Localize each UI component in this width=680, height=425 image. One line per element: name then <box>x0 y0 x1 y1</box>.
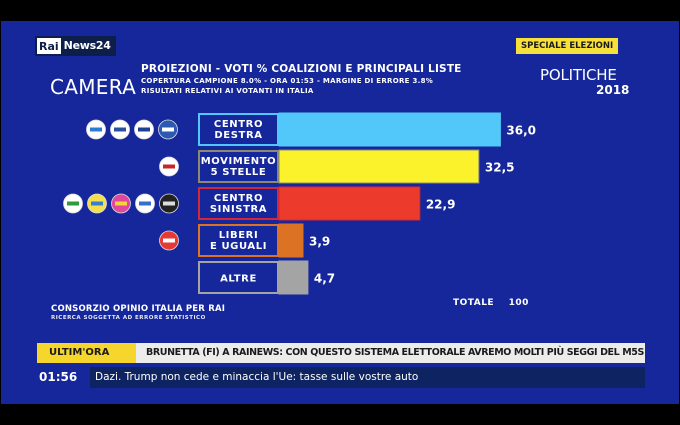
special-elections-badge: SPECIALE ELEZIONI <box>516 38 619 54</box>
disclaimer-label: RICERCA SOGGETTA AD ERRORE STATISTICO <box>51 315 206 321</box>
bar-movimento-5-stelle <box>278 149 480 184</box>
breaking-news-ticker: ULTIM'ORA BRUNETTA (FI) A RAINEWS: CON Q… <box>37 343 645 363</box>
fratelli-italia-logo-mark <box>138 127 150 132</box>
category-label: 5 STELLE <box>211 167 267 178</box>
leu-logo-mark <box>163 238 175 243</box>
category-label: LIBERI <box>219 230 259 241</box>
source-label: CONSORZIO OPINIO ITALIA PER RAI <box>51 304 226 314</box>
bar-centro-sinistra <box>278 186 421 221</box>
breaking-news-tag: ULTIM'ORA <box>37 343 136 363</box>
sample-coverage: COPERTURA CAMPIONE 8.0% - ORA 01:53 - MA… <box>141 77 434 85</box>
piu-europa-logo-mark <box>115 201 127 206</box>
category-label-box <box>198 113 279 146</box>
logo-news24: News24 <box>63 39 111 52</box>
rainews24-logo: Rai News24 <box>35 36 116 56</box>
category-label: E UGUALI <box>210 241 267 252</box>
logo-rai: Rai <box>37 38 61 54</box>
news-crawl-text: Dazi. Trump non cede e minaccia l'Ue: ta… <box>90 367 645 388</box>
election-year: 2018 <box>596 83 630 97</box>
category-label: CENTRO <box>214 193 263 204</box>
category-label-box <box>198 187 279 220</box>
value-label: 4,7 <box>314 272 335 286</box>
pd-logo-mark <box>67 201 79 206</box>
chamber-title: CAMERA <box>50 75 137 99</box>
bar-liberi-e-uguali <box>278 223 304 258</box>
total-label: TOTALE <box>453 298 495 308</box>
category-label: MOVIMENTO <box>201 156 277 167</box>
noi-con-italia-logo-mark <box>114 127 126 132</box>
chart-title: PROIEZIONI - VOTI % COALIZIONI E PRINCIP… <box>141 63 462 75</box>
category-label-box <box>198 150 279 183</box>
bar-altre <box>278 260 309 295</box>
m5s-logo-mark <box>163 164 175 169</box>
bar-centro-destra <box>278 112 501 147</box>
value-label: 32,5 <box>485 161 515 175</box>
category-label: CENTRO <box>214 119 263 130</box>
category-label: SINISTRA <box>210 204 267 215</box>
value-label: 36,0 <box>506 124 536 138</box>
breaking-news-text: BRUNETTA (FI) A RAINEWS: CON QUESTO SIST… <box>136 343 645 363</box>
category-label-box <box>198 261 279 294</box>
forza-italia-logo-mark <box>90 127 102 132</box>
lega-logo-mark <box>162 127 174 132</box>
civica-popolare-logo-mark <box>91 201 103 206</box>
results-note: RISULTATI RELATIVI AI VOTANTI IN ITALIA <box>141 87 314 95</box>
category-label: DESTRA <box>214 130 262 141</box>
news-crawl: 01:56 Dazi. Trump non cede e minaccia l'… <box>37 367 645 388</box>
total: TOTALE 100 <box>453 298 529 308</box>
value-label: 22,9 <box>426 198 456 212</box>
category-label-box <box>198 224 279 257</box>
clock: 01:56 <box>39 370 78 384</box>
category-label: ALTRE <box>220 274 257 285</box>
election-name: POLITICHE <box>540 66 617 84</box>
insieme-logo-mark <box>139 201 151 206</box>
svp-logo-mark <box>163 201 175 206</box>
total-value: 100 <box>508 298 529 308</box>
value-label: 3,9 <box>309 235 330 249</box>
